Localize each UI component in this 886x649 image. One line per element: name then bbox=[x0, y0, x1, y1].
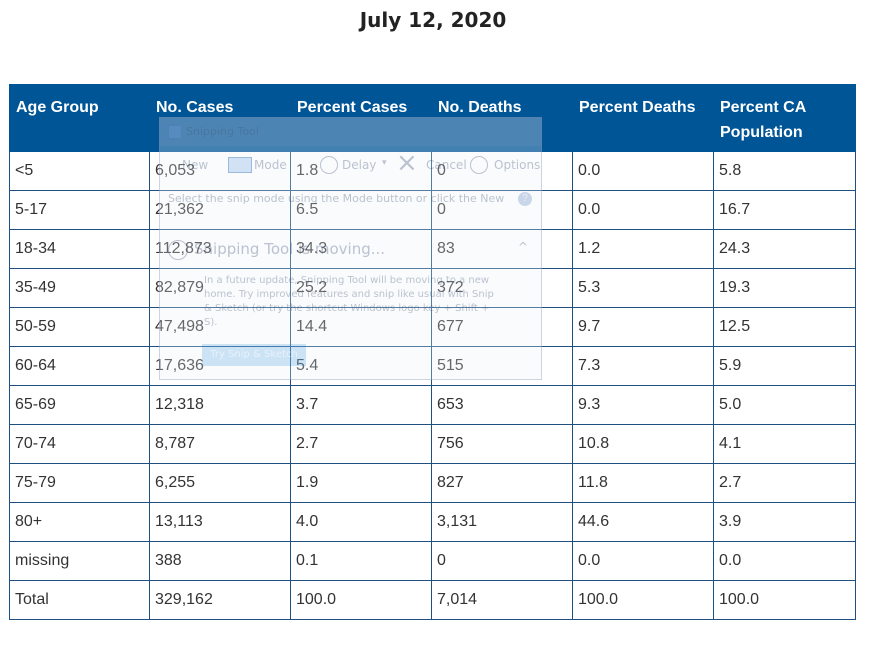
percent-cases-cell: 100.0 bbox=[290, 580, 432, 620]
table-header-row: Age Group No. Cases Percent Cases No. De… bbox=[9, 84, 856, 152]
no-cases-cell: 8,787 bbox=[149, 424, 291, 464]
age-group-cell: 65-69 bbox=[9, 385, 150, 425]
header-age-group: Age Group bbox=[9, 84, 150, 152]
no-cases-cell: 6,053 bbox=[149, 151, 291, 191]
no-cases-cell: 6,255 bbox=[149, 463, 291, 503]
table-row: 35-49 82,879 25.2 372 5.3 19.3 bbox=[9, 268, 856, 308]
age-group-cell: 18-34 bbox=[9, 229, 150, 269]
no-cases-cell: 17,636 bbox=[149, 346, 291, 386]
percent-cases-cell: 1.9 bbox=[290, 463, 432, 503]
no-deaths-cell: 3,131 bbox=[431, 502, 573, 542]
percent-ca-population-cell: 100.0 bbox=[713, 580, 856, 620]
age-group-cell: missing bbox=[9, 541, 150, 581]
percent-deaths-cell: 1.2 bbox=[572, 229, 714, 269]
age-group-cell: 60-64 bbox=[9, 346, 150, 386]
percent-ca-population-cell: 5.0 bbox=[713, 385, 856, 425]
percent-ca-population-cell: 16.7 bbox=[713, 190, 856, 230]
cases-by-age-table: Age Group No. Cases Percent Cases No. De… bbox=[9, 84, 856, 620]
no-deaths-cell: 515 bbox=[431, 346, 573, 386]
age-group-cell: Total bbox=[9, 580, 150, 620]
header-percent-cases: Percent Cases bbox=[290, 84, 432, 152]
no-cases-cell: 47,498 bbox=[149, 307, 291, 347]
table-row: 80+ 13,113 4.0 3,131 44.6 3.9 bbox=[9, 502, 856, 542]
percent-cases-cell: 0.1 bbox=[290, 541, 432, 581]
percent-cases-cell: 6.5 bbox=[290, 190, 432, 230]
header-percent-ca-population: Percent CA Population bbox=[713, 84, 856, 152]
no-deaths-cell: 756 bbox=[431, 424, 573, 464]
table-row: Total 329,162 100.0 7,014 100.0 100.0 bbox=[9, 580, 856, 620]
table-row: 18-34 112,873 34.3 83 1.2 24.3 bbox=[9, 229, 856, 269]
percent-cases-cell: 4.0 bbox=[290, 502, 432, 542]
percent-cases-cell: 34.3 bbox=[290, 229, 432, 269]
percent-ca-population-cell: 19.3 bbox=[713, 268, 856, 308]
percent-deaths-cell: 0.0 bbox=[572, 151, 714, 191]
no-cases-cell: 13,113 bbox=[149, 502, 291, 542]
no-deaths-cell: 372 bbox=[431, 268, 573, 308]
percent-ca-population-cell: 5.8 bbox=[713, 151, 856, 191]
no-deaths-cell: 653 bbox=[431, 385, 573, 425]
percent-ca-population-cell: 3.9 bbox=[713, 502, 856, 542]
no-deaths-cell: 0 bbox=[431, 151, 573, 191]
percent-cases-cell: 2.7 bbox=[290, 424, 432, 464]
percent-cases-cell: 3.7 bbox=[290, 385, 432, 425]
percent-ca-population-cell: 0.0 bbox=[713, 541, 856, 581]
age-group-cell: 5-17 bbox=[9, 190, 150, 230]
table-body: <5 6,053 1.8 0 0.0 5.8 5-17 21,362 6.5 0 0.0 16.7 18… bbox=[9, 151, 856, 620]
no-deaths-cell: 827 bbox=[431, 463, 573, 503]
table-row: missing 388 0.1 0 0.0 0.0 bbox=[9, 541, 856, 581]
percent-ca-population-cell: 24.3 bbox=[713, 229, 856, 269]
percent-ca-population-cell: 4.1 bbox=[713, 424, 856, 464]
table-row: 5-17 21,362 6.5 0 0.0 16.7 bbox=[9, 190, 856, 230]
percent-cases-cell: 25.2 bbox=[290, 268, 432, 308]
no-cases-cell: 82,879 bbox=[149, 268, 291, 308]
percent-deaths-cell: 9.3 bbox=[572, 385, 714, 425]
no-cases-cell: 112,873 bbox=[149, 229, 291, 269]
percent-ca-population-cell: 5.9 bbox=[713, 346, 856, 386]
percent-cases-cell: 14.4 bbox=[290, 307, 432, 347]
percent-deaths-cell: 9.7 bbox=[572, 307, 714, 347]
percent-deaths-cell: 11.8 bbox=[572, 463, 714, 503]
no-deaths-cell: 677 bbox=[431, 307, 573, 347]
percent-deaths-cell: 10.8 bbox=[572, 424, 714, 464]
no-cases-cell: 12,318 bbox=[149, 385, 291, 425]
no-deaths-cell: 0 bbox=[431, 541, 573, 581]
percent-deaths-cell: 7.3 bbox=[572, 346, 714, 386]
percent-cases-cell: 5.4 bbox=[290, 346, 432, 386]
no-cases-cell: 329,162 bbox=[149, 580, 291, 620]
age-group-cell: 80+ bbox=[9, 502, 150, 542]
table-row: 70-74 8,787 2.7 756 10.8 4.1 bbox=[9, 424, 856, 464]
percent-deaths-cell: 0.0 bbox=[572, 541, 714, 581]
percent-ca-population-cell: 2.7 bbox=[713, 463, 856, 503]
no-cases-cell: 21,362 bbox=[149, 190, 291, 230]
header-percent-deaths: Percent Deaths bbox=[572, 84, 714, 152]
age-group-cell: 50-59 bbox=[9, 307, 150, 347]
percent-deaths-cell: 5.3 bbox=[572, 268, 714, 308]
table-row: 60-64 17,636 5.4 515 7.3 5.9 bbox=[9, 346, 856, 386]
no-cases-cell: 388 bbox=[149, 541, 291, 581]
age-group-cell: 70-74 bbox=[9, 424, 150, 464]
no-deaths-cell: 0 bbox=[431, 190, 573, 230]
age-group-cell: 35-49 bbox=[9, 268, 150, 308]
no-deaths-cell: 83 bbox=[431, 229, 573, 269]
header-no-cases: No. Cases bbox=[149, 84, 291, 152]
percent-deaths-cell: 100.0 bbox=[572, 580, 714, 620]
table-row: 65-69 12,318 3.7 653 9.3 5.0 bbox=[9, 385, 856, 425]
percent-cases-cell: 1.8 bbox=[290, 151, 432, 191]
page-title: July 12, 2020 bbox=[359, 8, 507, 32]
age-group-cell: 75-79 bbox=[9, 463, 150, 503]
table-row: 50-59 47,498 14.4 677 9.7 12.5 bbox=[9, 307, 856, 347]
table-row: 75-79 6,255 1.9 827 11.8 2.7 bbox=[9, 463, 856, 503]
percent-deaths-cell: 44.6 bbox=[572, 502, 714, 542]
percent-ca-population-cell: 12.5 bbox=[713, 307, 856, 347]
age-group-cell: <5 bbox=[9, 151, 150, 191]
no-deaths-cell: 7,014 bbox=[431, 580, 573, 620]
header-no-deaths: No. Deaths bbox=[431, 84, 573, 152]
table-row: <5 6,053 1.8 0 0.0 5.8 bbox=[9, 151, 856, 191]
percent-deaths-cell: 0.0 bbox=[572, 190, 714, 230]
